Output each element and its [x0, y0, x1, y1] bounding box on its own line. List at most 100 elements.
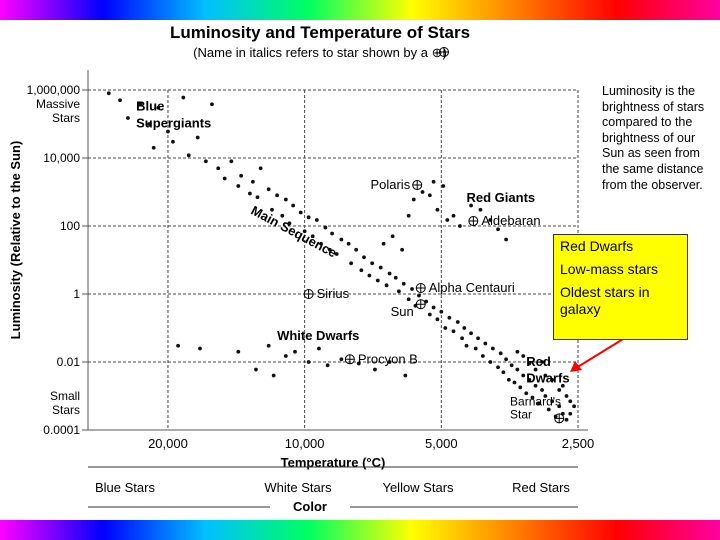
star-point	[527, 361, 532, 366]
star-point	[518, 385, 523, 390]
named-star-label: Sun	[391, 304, 414, 319]
star-point	[171, 139, 175, 144]
x-tick-label: 2,500	[562, 436, 595, 451]
circle-plus-icon-cross	[345, 354, 355, 364]
star-point	[375, 278, 380, 283]
region-label: Main Sequence	[249, 203, 340, 261]
star-point	[504, 237, 508, 242]
star-point	[319, 241, 323, 246]
star-point	[367, 273, 372, 278]
star-point	[239, 173, 244, 178]
star-point	[568, 411, 573, 416]
star-point	[478, 207, 483, 212]
star-point	[504, 357, 508, 362]
star-point	[370, 261, 375, 266]
star-point	[546, 407, 551, 412]
region-label: White Dwarfs	[277, 328, 359, 343]
star-point	[406, 297, 411, 302]
star-point	[460, 336, 464, 341]
star-point	[543, 394, 548, 398]
y-extreme-label: Stars	[52, 111, 80, 125]
star-point	[362, 255, 366, 260]
star-point	[410, 287, 414, 291]
star-point	[151, 145, 156, 150]
star-point	[258, 166, 263, 171]
color-axis-label: Blue Stars	[95, 480, 155, 495]
star-point	[356, 361, 361, 366]
star-point	[515, 349, 520, 354]
circle-plus-icon-cross	[416, 283, 426, 293]
star-point	[393, 275, 398, 280]
star-point	[270, 207, 274, 212]
star-point	[166, 129, 170, 134]
x-tick-label: 10,000	[285, 436, 325, 451]
star-point	[536, 401, 541, 406]
star-point	[550, 399, 555, 404]
region-label: Blue	[136, 98, 164, 113]
star-marker	[303, 289, 314, 299]
star-point	[464, 343, 469, 348]
region-label: Dwarfs	[526, 370, 569, 385]
star-point	[334, 252, 339, 256]
star-point	[198, 346, 202, 351]
callout-arrow-head-icon	[570, 361, 582, 372]
star-point	[443, 326, 448, 330]
star-point	[387, 271, 392, 276]
named-star-label: Polaris	[370, 177, 410, 192]
star-point	[339, 237, 344, 242]
star-point	[373, 367, 377, 372]
named-star-label: Aldebaran	[481, 213, 540, 228]
star-point	[323, 225, 328, 230]
side-note-line: compared to the	[602, 115, 693, 130]
star-point	[530, 395, 535, 400]
star-point	[560, 383, 565, 388]
star-point	[480, 354, 485, 358]
star-point	[138, 101, 143, 106]
named-star-label: Star	[510, 407, 532, 421]
star-point	[236, 349, 241, 354]
star-point	[306, 360, 311, 364]
callout-line: Oldest stars in galaxy	[560, 284, 650, 317]
star-point	[210, 102, 214, 107]
star-point	[441, 184, 446, 188]
side-note-line: Sun as seen from	[602, 146, 700, 161]
star-point	[483, 341, 488, 346]
star-point	[384, 283, 389, 288]
star-marker	[412, 180, 423, 191]
named-star-label: Barnard's	[510, 395, 561, 409]
star-point	[283, 197, 288, 202]
star-point	[346, 241, 351, 246]
chart-subtitle: (Name in italics refers to star shown by…	[193, 45, 447, 60]
star-point	[431, 305, 436, 310]
rainbow-bottom-bar	[0, 520, 720, 540]
star-point	[488, 218, 493, 222]
star-point	[327, 247, 332, 252]
star-point	[283, 354, 288, 358]
star-point	[330, 231, 334, 236]
star-marker	[468, 216, 479, 227]
star-point	[147, 122, 152, 126]
y-tick-label: 0.01	[57, 355, 81, 369]
circle-plus-icon-cross	[416, 299, 426, 309]
chart-title: Luminosity and Temperature of Stars	[170, 23, 470, 42]
star-point	[476, 336, 480, 341]
side-note-line: from the observer.	[602, 177, 703, 192]
star-point	[533, 383, 538, 388]
star-point	[488, 360, 493, 364]
star-point	[397, 289, 401, 294]
star-point	[156, 105, 161, 110]
star-point	[420, 190, 425, 194]
star-point	[287, 221, 292, 226]
star-point	[400, 247, 405, 252]
callout-line: Low-mass stars	[560, 261, 659, 277]
star-point	[445, 218, 450, 222]
star-point	[521, 354, 526, 358]
red-dwarfs-callout: Red Dwarfs Low-mass stars Oldest stars i…	[553, 234, 688, 340]
star-point	[118, 98, 122, 103]
named-star-label: Alpha Centauri	[429, 280, 515, 295]
named-star-label: Procyon B	[358, 351, 418, 366]
star-point	[564, 417, 569, 422]
star-point	[266, 187, 271, 192]
y-tick-label: 100	[60, 219, 80, 233]
